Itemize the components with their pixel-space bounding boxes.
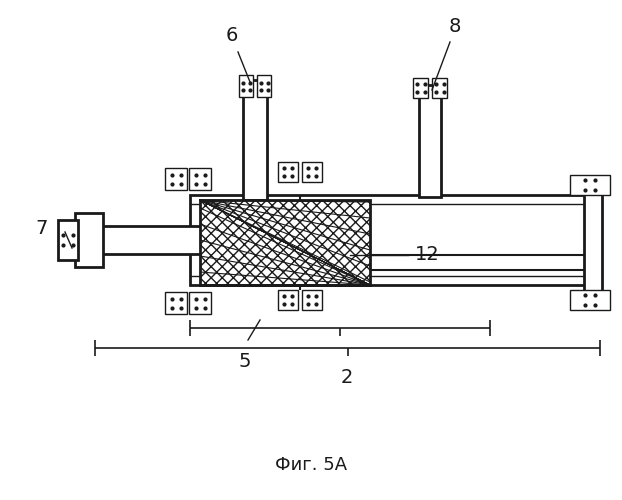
Text: 8: 8 xyxy=(449,17,461,36)
Bar xyxy=(584,188,602,292)
Bar xyxy=(570,290,610,310)
Bar xyxy=(243,80,267,200)
Bar xyxy=(95,226,205,254)
Text: 6: 6 xyxy=(226,26,238,45)
Bar xyxy=(419,85,441,197)
Bar xyxy=(257,75,271,97)
Bar xyxy=(165,168,187,190)
Bar xyxy=(278,290,298,310)
Bar xyxy=(189,168,211,190)
Bar xyxy=(413,78,428,98)
Text: 2: 2 xyxy=(341,368,353,387)
Text: 5: 5 xyxy=(239,352,251,371)
Bar xyxy=(75,213,103,267)
Text: Фиг. 5А: Фиг. 5А xyxy=(275,456,347,474)
Bar xyxy=(302,162,322,182)
Bar xyxy=(570,175,610,195)
Bar xyxy=(200,200,370,285)
Bar xyxy=(190,195,600,285)
Bar xyxy=(302,290,322,310)
Bar xyxy=(239,75,253,97)
Text: 12: 12 xyxy=(415,246,440,264)
Bar xyxy=(165,292,187,314)
Text: 7: 7 xyxy=(36,218,48,238)
Bar xyxy=(189,292,211,314)
Bar xyxy=(278,162,298,182)
Bar xyxy=(58,220,78,260)
Bar xyxy=(432,78,447,98)
